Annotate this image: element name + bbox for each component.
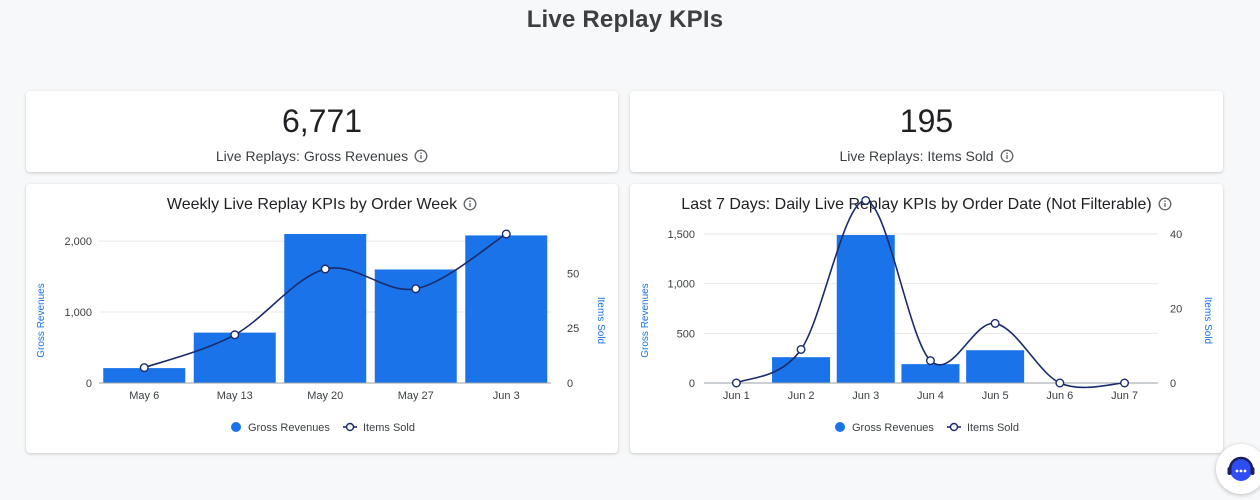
y-tick-label: 2,000 xyxy=(64,236,92,248)
kpi-label-wrapper: Live Replays: Gross Revenues xyxy=(26,148,618,166)
chart-title-daily: Last 7 Days: Daily Live Replay KPIs by O… xyxy=(681,196,1152,213)
y-axis-label: Gross Revenues xyxy=(640,283,651,357)
point-items-sold[interactable] xyxy=(230,330,240,340)
legend-swatch-gross-revenues xyxy=(835,422,845,432)
x-tick-label: Jun 5 xyxy=(982,390,1009,402)
x-tick-label: Jun 3 xyxy=(493,390,520,402)
y-tick-label: 0 xyxy=(689,378,695,390)
y-tick-label: 1,000 xyxy=(667,279,695,291)
x-tick-label: Jun 7 xyxy=(1111,390,1138,402)
x-tick-label: May 27 xyxy=(398,390,434,402)
y2-axis-label: Items Sold xyxy=(595,297,606,344)
point-items-sold[interactable] xyxy=(1055,378,1065,388)
kpi-label-gross-revenues: Live Replays: Gross Revenues xyxy=(215,148,409,164)
chart-card-daily: Last 7 Days: Daily Live Replay KPIs by O… xyxy=(630,184,1223,453)
kpi-label-wrapper: Live Replays: Items Sold xyxy=(630,148,1223,166)
y2-tick-label: 0 xyxy=(1170,378,1176,390)
bar-gross-revenues[interactable] xyxy=(901,364,960,383)
bar-gross-revenues[interactable] xyxy=(193,332,276,383)
y2-tick-label: 40 xyxy=(1170,229,1182,241)
x-tick-label: May 13 xyxy=(217,390,253,402)
y-tick-label: 500 xyxy=(677,328,695,340)
y2-tick-label: 25 xyxy=(567,323,579,335)
kpi-card-gross-revenues: 6,771 Live Replays: Gross Revenues xyxy=(26,91,618,172)
legend-swatch-gross-revenues xyxy=(231,422,241,432)
y-tick-label: 1,500 xyxy=(667,229,695,241)
point-items-sold[interactable] xyxy=(501,229,511,239)
y-tick-label: 1,000 xyxy=(64,307,92,319)
chart-card-weekly: Weekly Live Replay KPIs by Order Week 0 1… xyxy=(26,184,618,453)
y-axis-label: Gross Revenues xyxy=(36,283,47,357)
y-tick-label: 0 xyxy=(86,378,92,390)
bar-gross-revenues[interactable] xyxy=(465,235,548,383)
page-title: Live Replay KPIs xyxy=(526,6,724,33)
x-tick-label: May 6 xyxy=(129,390,159,402)
bar-gross-revenues[interactable] xyxy=(772,357,831,383)
x-tick-label: May 20 xyxy=(307,390,343,402)
kpi-card-items-sold: 195 Live Replays: Items Sold xyxy=(630,91,1223,172)
info-icon[interactable] xyxy=(414,149,428,166)
bar-gross-revenues[interactable] xyxy=(103,368,186,383)
chart-title-wrapper: Last 7 Days: Daily Live Replay KPIs by O… xyxy=(630,196,1223,216)
headset-chat-icon xyxy=(1227,456,1255,481)
info-icon[interactable] xyxy=(1000,149,1014,166)
bar-gross-revenues[interactable] xyxy=(966,350,1025,383)
point-items-sold[interactable] xyxy=(796,344,806,354)
info-icon[interactable] xyxy=(1158,197,1172,216)
point-items-sold[interactable] xyxy=(731,378,741,388)
x-tick-label: Jun 3 xyxy=(852,390,879,402)
legend-swatch-items-sold-marker xyxy=(345,422,355,432)
legend: Gross Revenues Items Sold xyxy=(231,422,415,434)
point-items-sold[interactable] xyxy=(411,284,421,294)
y2-axis-label: Items Sold xyxy=(1202,297,1213,344)
chart-daily: 0 500 1,000 1,500 0 20 40 Jun 1 Jun 2 Jun 3 Jun 4 J… xyxy=(640,195,1213,434)
chart-title-wrapper: Weekly Live Replay KPIs by Order Week xyxy=(26,196,618,216)
y2-tick-label: 50 xyxy=(567,268,579,280)
legend-label-gross-revenues[interactable]: Gross Revenues xyxy=(852,422,934,434)
legend: Gross Revenues Items Sold xyxy=(835,422,1019,434)
bar-gross-revenues[interactable] xyxy=(836,234,895,383)
kpi-value-gross-revenues: 6,771 xyxy=(281,103,363,139)
point-items-sold[interactable] xyxy=(861,195,871,205)
y2-tick-label: 0 xyxy=(567,378,573,390)
x-tick-label: Jun 1 xyxy=(723,390,750,402)
info-icon[interactable] xyxy=(463,197,477,216)
x-tick-label: Jun 6 xyxy=(1046,390,1073,402)
point-items-sold[interactable] xyxy=(320,264,330,274)
y2-tick-label: 20 xyxy=(1170,304,1182,316)
x-tick-label: Jun 2 xyxy=(788,390,815,402)
point-items-sold[interactable] xyxy=(1120,378,1130,388)
kpi-label-items-sold: Live Replays: Items Sold xyxy=(839,148,994,164)
chart-weekly: 0 1,000 2,000 0 25 50 May 6 May 13 May 20 May 27 J… xyxy=(36,229,606,434)
point-items-sold[interactable] xyxy=(925,356,935,366)
legend-label-items-sold[interactable]: Items Sold xyxy=(967,422,1019,434)
x-tick-label: Jun 4 xyxy=(917,390,944,402)
chart-title-weekly: Weekly Live Replay KPIs by Order Week xyxy=(166,196,458,213)
chat-support-button[interactable] xyxy=(1216,444,1260,494)
legend-swatch-items-sold-marker xyxy=(949,422,959,432)
legend-label-gross-revenues[interactable]: Gross Revenues xyxy=(248,422,330,434)
point-items-sold[interactable] xyxy=(990,318,1000,328)
kpi-value-items-sold: 195 xyxy=(899,103,954,139)
bar-gross-revenues[interactable] xyxy=(284,234,367,383)
legend-label-items-sold[interactable]: Items Sold xyxy=(363,422,415,434)
point-items-sold[interactable] xyxy=(139,363,149,373)
